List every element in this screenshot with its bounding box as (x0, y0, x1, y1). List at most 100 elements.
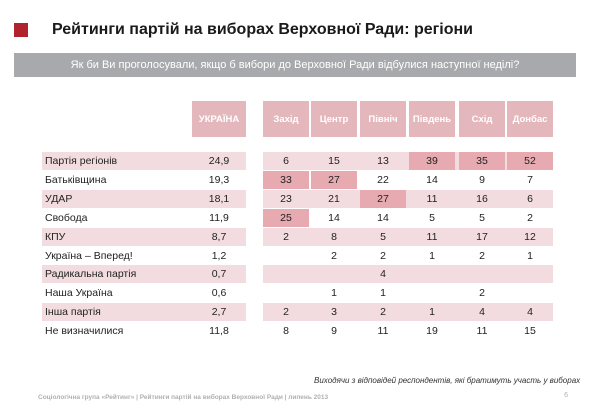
region-value: 2 (380, 306, 386, 319)
row-band (263, 227, 553, 246)
row-band (263, 189, 553, 208)
header-region: Центр (311, 101, 357, 137)
footnote: Виходячи з відповідей респондентів, які … (314, 376, 581, 385)
region-value (409, 284, 455, 302)
region-value: 1 (429, 249, 435, 262)
row-band (263, 265, 553, 284)
row-band (42, 170, 246, 189)
region-value: 8 (331, 230, 337, 243)
row-band (42, 322, 246, 341)
region-value: 11 (476, 325, 488, 338)
region-value: 27 (360, 189, 406, 208)
region-value: 2 (331, 249, 337, 262)
region-value: 2 (479, 249, 485, 262)
party-name: Не визначилися (45, 325, 124, 338)
party-name: Україна – Вперед! (45, 249, 133, 262)
page-number: 6 (564, 392, 568, 399)
region-value: 17 (476, 230, 488, 243)
region-value: 1 (380, 287, 386, 300)
region-value (507, 284, 553, 302)
region-value: 1 (527, 249, 533, 262)
region-value: 5 (380, 230, 386, 243)
region-value: 3 (331, 306, 337, 319)
ukraine-value: 0,6 (211, 287, 227, 300)
region-value: 39 (409, 152, 455, 170)
region-value: 2 (283, 230, 289, 243)
ukraine-value: 11,9 (209, 211, 229, 224)
page-title: Рейтинги партій на виборах Верховної Рад… (52, 21, 474, 38)
region-value: 1 (331, 287, 337, 300)
region-value: 13 (377, 155, 389, 167)
ukraine-value: 8,7 (211, 230, 227, 243)
ukraine-value: 19,3 (208, 173, 230, 186)
region-value (409, 265, 455, 283)
row-band (263, 322, 553, 341)
region-value: 35 (459, 152, 505, 170)
region-value: 27 (311, 170, 357, 189)
region-value: 2 (527, 211, 533, 224)
row-band (263, 208, 553, 227)
region-value: 21 (328, 192, 340, 205)
region-value: 22 (377, 173, 389, 186)
row-band (263, 284, 553, 303)
party-name: Інша партія (45, 306, 101, 319)
region-value: 2 (479, 287, 485, 300)
region-value: 33 (263, 170, 309, 189)
region-value: 11 (377, 325, 389, 338)
region-value: 15 (328, 155, 340, 167)
region-value: 1 (429, 306, 435, 319)
region-value: 14 (377, 211, 389, 224)
row-band (42, 284, 246, 303)
region-value: 23 (280, 192, 292, 205)
region-value (263, 247, 309, 265)
region-value: 8 (283, 325, 289, 338)
region-value: 52 (507, 152, 553, 170)
region-value: 12 (524, 230, 536, 243)
footer: Соціологічна група «Рейтинг» | Рейтинги … (38, 394, 329, 401)
ukraine-value: 1,2 (211, 249, 227, 262)
party-name: Наша Україна (45, 287, 113, 300)
region-value: 9 (331, 325, 337, 338)
region-value: 14 (426, 173, 438, 186)
question-banner: Як би Ви проголосували, якщо б вибори до… (14, 53, 576, 77)
row-band (263, 246, 553, 265)
party-name: Партія регіонів (45, 155, 118, 167)
region-value: 4 (527, 306, 533, 319)
region-value: 7 (527, 173, 533, 186)
header-region: Донбас (507, 101, 553, 137)
region-value: 2 (380, 249, 386, 262)
region-value: 5 (479, 211, 485, 224)
region-value: 16 (476, 192, 488, 205)
region-value: 25 (263, 208, 309, 227)
row-band (42, 303, 246, 322)
region-value: 2 (283, 306, 289, 319)
row-band (42, 227, 246, 246)
title-bar: Рейтинги партій на виборах Верховної Рад… (14, 18, 473, 42)
region-value (507, 265, 553, 283)
header-ukraine: УКРАЇНА (192, 101, 246, 137)
region-value (311, 265, 357, 283)
row-band (42, 208, 246, 227)
row-band (42, 152, 246, 170)
party-name: Батьківщина (45, 173, 107, 186)
party-name: КПУ (45, 230, 66, 243)
party-name: Радикальна партія (45, 268, 137, 281)
header-region: Північ (360, 101, 406, 137)
region-value: 19 (426, 325, 438, 338)
row-band (263, 303, 553, 322)
header-region: Захід (263, 101, 309, 137)
row-band (42, 246, 246, 265)
header-region: Південь (409, 101, 455, 137)
ukraine-value: 0,7 (211, 268, 227, 281)
region-value (459, 265, 505, 283)
region-value: 6 (283, 155, 289, 167)
region-value: 5 (429, 211, 435, 224)
row-band (42, 189, 246, 208)
header-region: Схід (459, 101, 505, 137)
title-marker (14, 23, 28, 37)
region-value: 4 (479, 306, 485, 319)
region-value (263, 265, 309, 283)
region-value: 9 (479, 173, 485, 186)
row-band (42, 265, 246, 284)
region-value: 11 (426, 192, 438, 205)
